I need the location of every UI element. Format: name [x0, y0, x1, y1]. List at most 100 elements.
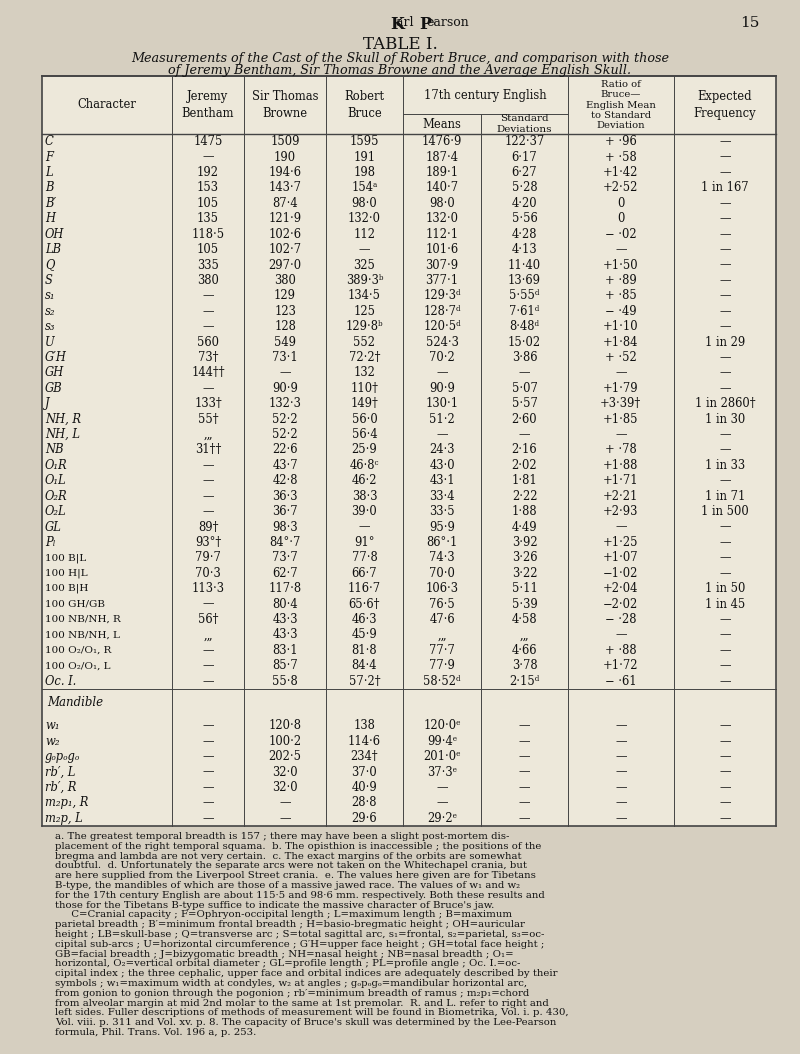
Text: 129: 129: [274, 290, 296, 302]
Text: 89†: 89†: [198, 521, 218, 533]
Text: ,„: ,„: [203, 428, 213, 441]
Text: 77·7: 77·7: [429, 644, 455, 657]
Text: 1 in 29: 1 in 29: [705, 335, 745, 349]
Text: —: —: [615, 719, 626, 733]
Text: 100·2: 100·2: [269, 735, 302, 747]
Text: NH, R: NH, R: [45, 412, 81, 426]
Text: 5·11: 5·11: [511, 582, 538, 596]
Text: +1·25: +1·25: [603, 535, 638, 549]
Text: GH: GH: [45, 367, 64, 379]
Text: 153: 153: [197, 181, 219, 194]
Text: 4·13: 4·13: [512, 243, 538, 256]
Text: +3·39†: +3·39†: [600, 397, 642, 410]
Text: 129·3ᵈ: 129·3ᵈ: [423, 290, 461, 302]
Text: —: —: [719, 765, 730, 779]
Text: —: —: [518, 765, 530, 779]
Text: 100 O₂/O₁, L: 100 O₂/O₁, L: [45, 661, 110, 670]
Text: 2·60: 2·60: [512, 412, 538, 426]
Text: 43·0: 43·0: [430, 458, 455, 472]
Text: earson: earson: [426, 16, 469, 30]
Text: —: —: [719, 305, 730, 317]
Text: 80·4: 80·4: [272, 598, 298, 610]
Text: O₂L: O₂L: [45, 505, 66, 519]
Text: 6·27: 6·27: [512, 167, 538, 179]
Text: 87·4: 87·4: [272, 197, 298, 210]
Text: —: —: [202, 505, 214, 519]
Text: TABLE I.: TABLE I.: [362, 36, 438, 53]
Text: —: —: [436, 367, 448, 379]
Text: B-type, the mandibles of which are those of a massive jawed race. The values of : B-type, the mandibles of which are those…: [55, 881, 520, 890]
Text: 15·02: 15·02: [508, 335, 541, 349]
Text: —: —: [719, 320, 730, 333]
Text: U: U: [45, 335, 54, 349]
Text: 83·1: 83·1: [272, 644, 298, 657]
Text: 7·61ᵈ: 7·61ᵈ: [510, 305, 540, 317]
Text: —: —: [202, 735, 214, 747]
Text: H: H: [45, 212, 55, 226]
Text: —: —: [202, 290, 214, 302]
Text: w₂: w₂: [45, 735, 59, 747]
Text: rb′, L: rb′, L: [45, 765, 75, 779]
Text: 5·57: 5·57: [511, 397, 538, 410]
Text: 132·3: 132·3: [269, 397, 302, 410]
Text: —: —: [719, 644, 730, 657]
Text: —: —: [518, 367, 530, 379]
Text: 15: 15: [740, 16, 760, 30]
Text: Measurements of the Cast of the Skull of Robert Bruce, and comparison with those: Measurements of the Cast of the Skull of…: [131, 52, 669, 65]
Text: doubtful.  d. Unfortunately the separate arcs were not taken on the Whitechapel : doubtful. d. Unfortunately the separate …: [55, 861, 527, 871]
Text: 46·2: 46·2: [352, 474, 378, 487]
Text: 37·3ᵉ: 37·3ᵉ: [427, 765, 457, 779]
Text: 132·0: 132·0: [348, 212, 381, 226]
Text: —: —: [202, 490, 214, 503]
Text: rb′, R: rb′, R: [45, 781, 76, 794]
Text: 11·40: 11·40: [508, 258, 541, 272]
Text: +2·21: +2·21: [603, 490, 638, 503]
Text: 187·4: 187·4: [426, 151, 458, 163]
Text: 135: 135: [197, 212, 219, 226]
Text: 112: 112: [354, 228, 375, 240]
Text: 2·16: 2·16: [512, 444, 538, 456]
Text: 52·2: 52·2: [272, 412, 298, 426]
Text: 2·15ᵈ: 2·15ᵈ: [510, 675, 540, 687]
Text: 377·1: 377·1: [426, 274, 458, 287]
Text: —: —: [202, 598, 214, 610]
Text: 1475: 1475: [194, 135, 222, 149]
Text: —: —: [719, 243, 730, 256]
Text: Mandible: Mandible: [47, 696, 103, 708]
Text: +2·04: +2·04: [603, 582, 638, 596]
Text: 524·3: 524·3: [426, 335, 458, 349]
Text: GL: GL: [45, 521, 62, 533]
Text: 102·7: 102·7: [269, 243, 302, 256]
Text: —: —: [518, 428, 530, 441]
Text: 1 in 50: 1 in 50: [705, 582, 745, 596]
Text: 2·22: 2·22: [512, 490, 538, 503]
Text: 1 in 45: 1 in 45: [705, 598, 745, 610]
Text: +1·71: +1·71: [603, 474, 638, 487]
Text: 84°·7: 84°·7: [270, 535, 301, 549]
Text: 24·3: 24·3: [430, 444, 455, 456]
Text: 234†: 234†: [350, 750, 378, 763]
Text: —: —: [518, 750, 530, 763]
Text: m₂p₁, R: m₂p₁, R: [45, 797, 88, 809]
Text: Jeremy
Bentham: Jeremy Bentham: [182, 91, 234, 120]
Text: Character: Character: [78, 98, 137, 112]
Text: 0: 0: [617, 212, 625, 226]
Text: + ·85: + ·85: [605, 290, 637, 302]
Text: 55†: 55†: [198, 412, 218, 426]
Text: O₁R: O₁R: [45, 458, 68, 472]
Text: 95·9: 95·9: [429, 521, 455, 533]
Text: —: —: [719, 812, 730, 825]
Text: 114·6: 114·6: [348, 735, 381, 747]
Text: —: —: [719, 797, 730, 809]
Text: 70·3: 70·3: [195, 567, 221, 580]
Text: ,„: ,„: [438, 628, 447, 642]
Text: +2·52: +2·52: [603, 181, 638, 194]
Text: —: —: [518, 781, 530, 794]
Text: —: —: [202, 719, 214, 733]
Text: 17th century English: 17th century English: [424, 89, 546, 101]
Text: —: —: [719, 290, 730, 302]
Text: —: —: [615, 367, 626, 379]
Text: 13·69: 13·69: [508, 274, 541, 287]
Text: 55·8: 55·8: [272, 675, 298, 687]
Text: 128: 128: [274, 320, 296, 333]
